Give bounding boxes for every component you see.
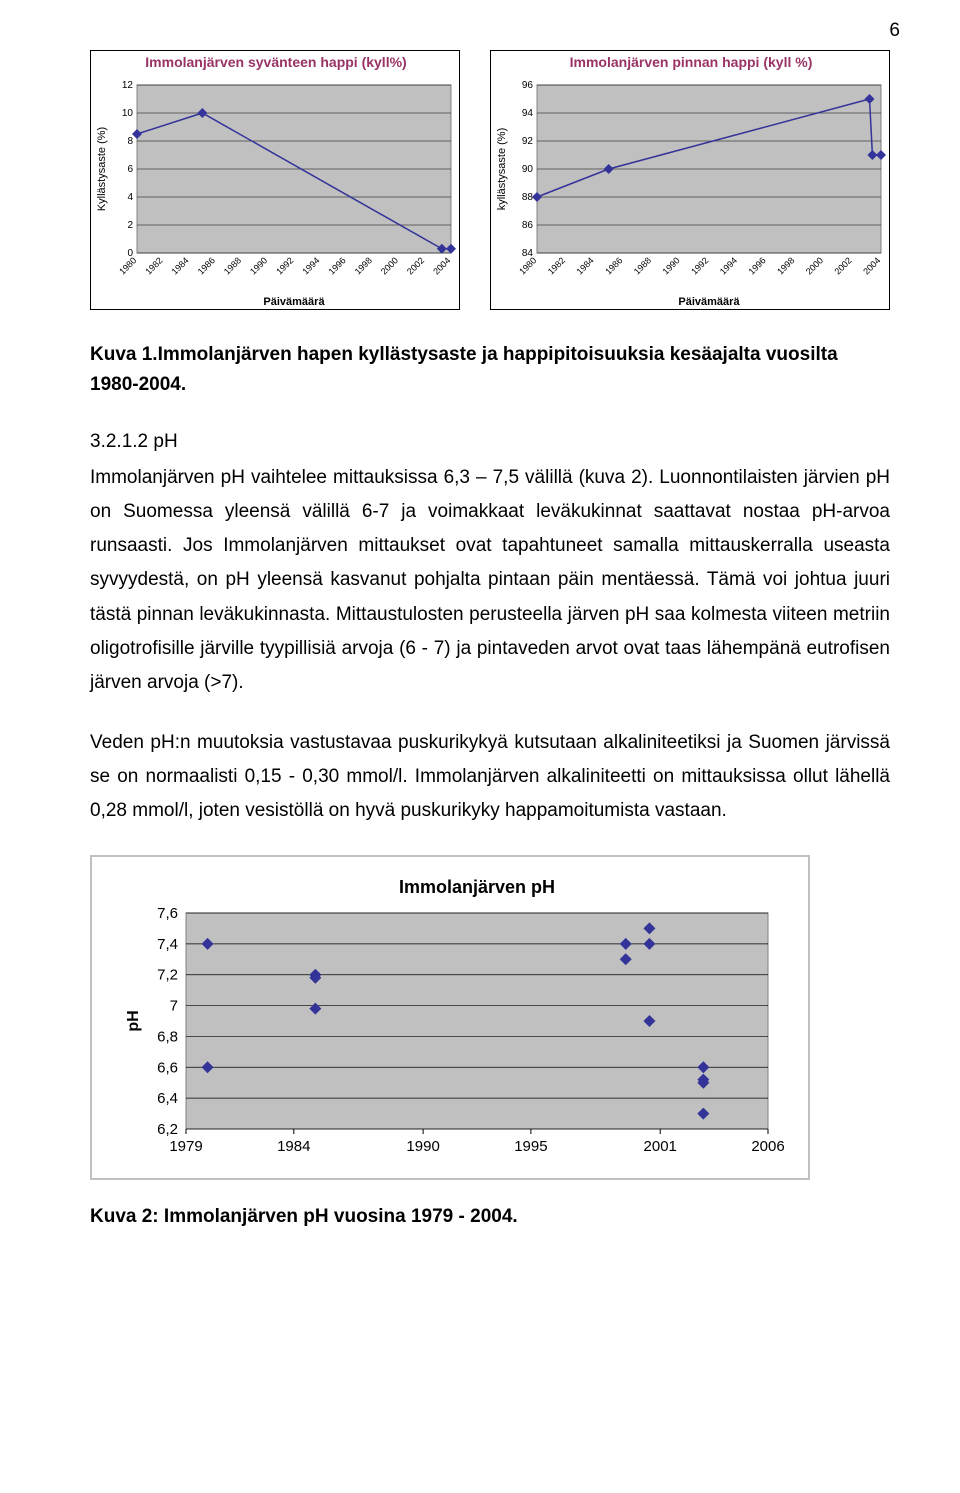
chart-syvanteen-happi: Immolanjärven syvänteen happi (kyll%)024… — [90, 50, 460, 310]
svg-text:1980: 1980 — [517, 255, 538, 276]
svg-text:1986: 1986 — [603, 255, 624, 276]
svg-text:6,4: 6,4 — [157, 1090, 178, 1107]
svg-text:1988: 1988 — [632, 255, 653, 276]
svg-text:86: 86 — [522, 220, 534, 231]
figure-1-caption: Kuva 1.Immolanjärven hapen kyllästysaste… — [90, 340, 890, 401]
svg-text:88: 88 — [522, 192, 534, 203]
svg-text:1984: 1984 — [170, 255, 191, 276]
svg-text:4: 4 — [127, 192, 133, 203]
svg-text:12: 12 — [122, 80, 134, 91]
svg-text:6,8: 6,8 — [157, 1028, 178, 1045]
svg-text:1998: 1998 — [353, 255, 374, 276]
svg-text:2004: 2004 — [861, 255, 882, 276]
svg-text:6: 6 — [127, 164, 133, 175]
svg-text:7,4: 7,4 — [157, 936, 178, 953]
chart-ph: Immolanjärven pH 6,2 6,4 6,6 6,8 7 7,2 7,4 7,6 19… — [90, 855, 810, 1180]
svg-text:2006: 2006 — [751, 1138, 784, 1155]
svg-text:Päivämäärä: Päivämäärä — [263, 296, 325, 308]
svg-text:2: 2 — [127, 220, 133, 231]
svg-text:1992: 1992 — [689, 255, 710, 276]
svg-text:Päivämäärä: Päivämäärä — [678, 296, 740, 308]
svg-text:8: 8 — [127, 136, 133, 147]
svg-text:1995: 1995 — [514, 1138, 547, 1155]
svg-text:Immolanjärven pH: Immolanjärven pH — [399, 877, 555, 897]
svg-text:2000: 2000 — [804, 255, 825, 276]
svg-text:92: 92 — [522, 136, 534, 147]
top-charts-row: Immolanjärven syvänteen happi (kyll%)024… — [90, 50, 890, 310]
svg-text:Kyllästysaste (%): Kyllästysaste (%) — [96, 127, 108, 211]
svg-text:6,2: 6,2 — [157, 1121, 178, 1138]
svg-text:1982: 1982 — [143, 255, 164, 276]
svg-text:kyllästysaste (%): kyllästysaste (%) — [496, 128, 508, 211]
page-number: 6 — [889, 20, 900, 42]
figure-2-caption: Kuva 2: Immolanjärven pH vuosina 1979 - … — [90, 1206, 890, 1228]
svg-text:1994: 1994 — [300, 255, 321, 276]
svg-text:90: 90 — [522, 164, 534, 175]
svg-text:2002: 2002 — [833, 255, 854, 276]
section-heading: 3.2.1.2 pH — [90, 431, 890, 453]
svg-text:7: 7 — [170, 997, 178, 1014]
paragraph-2: Veden pH:n muutoksia vastustavaa puskuri… — [90, 726, 890, 829]
svg-text:pH: pH — [125, 1010, 142, 1031]
svg-text:1996: 1996 — [327, 255, 348, 276]
svg-text:1979: 1979 — [169, 1138, 202, 1155]
svg-text:7,6: 7,6 — [157, 905, 178, 922]
svg-text:1984: 1984 — [277, 1138, 310, 1155]
svg-text:1990: 1990 — [248, 255, 269, 276]
svg-text:94: 94 — [522, 108, 534, 119]
svg-text:1990: 1990 — [406, 1138, 439, 1155]
svg-text:1990: 1990 — [661, 255, 682, 276]
svg-text:1994: 1994 — [718, 255, 739, 276]
svg-text:1988: 1988 — [222, 255, 243, 276]
svg-text:2002: 2002 — [405, 255, 426, 276]
svg-text:2000: 2000 — [379, 255, 400, 276]
svg-text:2001: 2001 — [644, 1138, 677, 1155]
svg-text:2004: 2004 — [431, 255, 452, 276]
svg-text:1982: 1982 — [546, 255, 567, 276]
svg-text:1998: 1998 — [775, 255, 796, 276]
paragraph-1: Immolanjärven pH vaihtelee mittauksissa … — [90, 461, 890, 700]
svg-text:7,2: 7,2 — [157, 966, 178, 983]
svg-text:6,6: 6,6 — [157, 1059, 178, 1076]
svg-text:10: 10 — [122, 108, 134, 119]
svg-text:1980: 1980 — [117, 255, 138, 276]
svg-text:1996: 1996 — [747, 255, 768, 276]
svg-text:Immolanjärven pinnan happi (ky: Immolanjärven pinnan happi (kyll %) — [570, 54, 813, 70]
svg-text:1986: 1986 — [196, 255, 217, 276]
svg-text:1984: 1984 — [575, 255, 596, 276]
chart-pinnan-happi: Immolanjärven pinnan happi (kyll %)84868… — [490, 50, 890, 310]
svg-text:96: 96 — [522, 80, 534, 91]
svg-text:1992: 1992 — [274, 255, 295, 276]
svg-text:Immolanjärven syvänteen happi: Immolanjärven syvänteen happi (kyll%) — [145, 54, 406, 70]
